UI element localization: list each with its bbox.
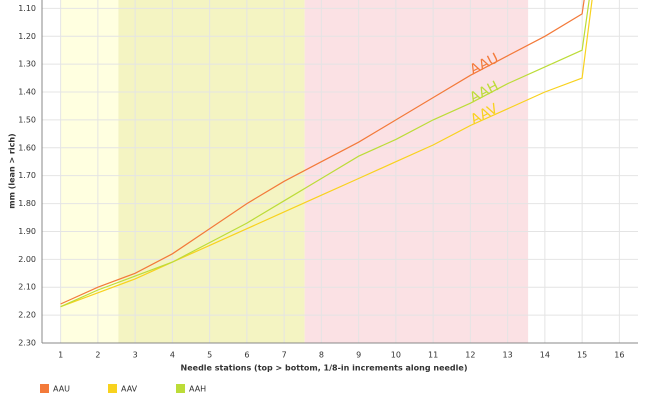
y-tick-label: 1.20 (18, 32, 36, 41)
y-axis-title: mm (lean > rich) (8, 133, 17, 208)
y-tick-label: 1.70 (18, 171, 36, 180)
legend-label: AAH (189, 385, 206, 394)
y-tick-label: 2.10 (18, 283, 36, 292)
x-tick-label: 2 (95, 351, 100, 360)
legend-label: AAV (121, 385, 138, 394)
legend-label: AAU (53, 385, 70, 394)
y-tick-label: 2.20 (18, 311, 36, 320)
y-tick-label: 1.60 (18, 143, 36, 152)
x-tick-label: 12 (465, 351, 475, 360)
x-tick-label: 7 (282, 351, 287, 360)
x-tick-label: 1 (58, 351, 63, 360)
x-axis-title: Needle stations (top > bottom, 1/8-in in… (181, 364, 468, 373)
legend-swatch (108, 384, 117, 393)
legend-swatch (176, 384, 185, 393)
series-line (60, 0, 590, 308)
y-tick-label: 1.50 (18, 115, 36, 124)
band (304, 0, 529, 343)
y-tick-label: 1.30 (18, 60, 36, 69)
bands (60, 0, 529, 343)
x-tick-label: 10 (391, 351, 401, 360)
x-tick-label: 3 (133, 351, 138, 360)
x-tick-label: 11 (428, 351, 438, 360)
x-tick-label: 4 (170, 351, 175, 360)
lines (60, 0, 593, 308)
y-tick-label: 1.10 (18, 4, 36, 13)
x-tick-label: 13 (503, 351, 513, 360)
y-tick-label: 2.00 (18, 255, 36, 264)
y-tick-label: 1.90 (18, 227, 36, 236)
x-tick-label: 15 (577, 351, 587, 360)
grid (42, 0, 638, 344)
x-tick-label: 5 (207, 351, 212, 360)
x-tick-label: 16 (614, 351, 624, 360)
y-tick-label: 1.80 (18, 199, 36, 208)
legend-swatch (40, 384, 49, 393)
series-line (60, 0, 585, 305)
x-tick-label: 9 (356, 351, 361, 360)
series-line (60, 0, 593, 308)
y-tick-label: 1.40 (18, 88, 36, 97)
x-tick-label: 6 (244, 351, 249, 360)
x-tick-label: 14 (540, 351, 550, 360)
y-tick-label: 2.30 (18, 339, 36, 348)
x-tick-label: 8 (319, 351, 324, 360)
band (118, 0, 305, 343)
